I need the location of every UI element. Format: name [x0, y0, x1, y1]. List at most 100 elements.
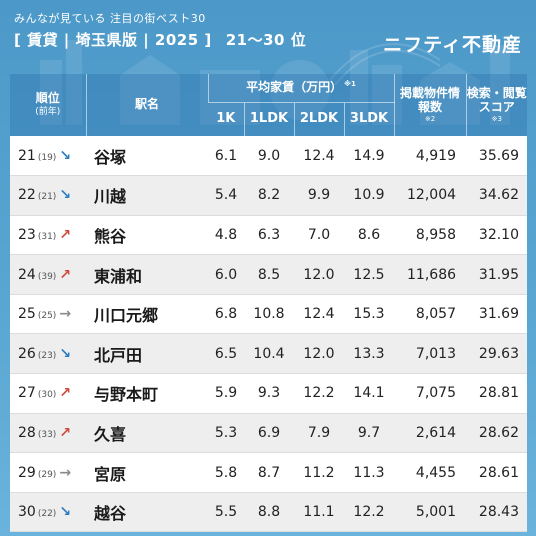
- subtitle: みんなが見ている 注目の街ベスト30: [14, 12, 206, 25]
- col-station: 駅名: [85, 74, 208, 136]
- table-row: 29 (29) → 宮原 5.8 8.7 11.2 11.3 4,455 28.61: [10, 452, 528, 493]
- rank-cell: 25 (25) →: [10, 294, 86, 335]
- trend-up-icon: ↗: [59, 266, 72, 283]
- listings-count: 7,075: [394, 373, 467, 414]
- rent-1ldk: 10.4: [244, 333, 294, 375]
- col-rent-note: ※1: [344, 80, 356, 89]
- rent-3ldk: 14.9: [344, 136, 395, 177]
- rent-3ldk: 8.6: [344, 215, 395, 256]
- rent-1k: 5.3: [208, 413, 244, 454]
- rank-cell: 22 (21) ↘: [10, 175, 86, 216]
- listings-count: 11,686: [394, 254, 467, 295]
- brand-logo: ニフティ不動産: [383, 34, 522, 56]
- rent-3ldk: 11.3: [344, 452, 395, 493]
- rent-1ldk: 9.3: [244, 373, 294, 414]
- search-score: 31.95: [466, 254, 528, 295]
- table-row: 21 (19) ↘ 谷塚 6.1 9.0 12.4 14.9 4,919 35.69: [10, 136, 528, 177]
- rent-1ldk: 8.7: [244, 452, 294, 493]
- trend-flat-icon: →: [59, 306, 72, 323]
- rank-number: 29: [18, 464, 36, 481]
- station-name: 谷塚: [86, 136, 208, 177]
- listings-count: 4,455: [394, 452, 467, 493]
- rent-1k: 6.8: [208, 294, 244, 335]
- search-score: 32.10: [466, 215, 528, 256]
- rent-3ldk: 13.3: [344, 333, 395, 375]
- rent-1k: 6.5: [208, 333, 244, 375]
- rent-1k: 5.4: [208, 175, 244, 216]
- rent-2ldk: 9.9: [294, 175, 344, 216]
- rank-number: 28: [18, 424, 36, 441]
- col-score: 検索・閲覧スコア ※3: [465, 74, 528, 136]
- rent-3ldk: 12.5: [344, 254, 395, 295]
- previous-rank: (29): [37, 469, 57, 480]
- listings-count: 12,004: [394, 175, 467, 216]
- table-row: 30 (22) ↘ 越谷 5.5 8.8 11.1 12.2 5,001 28.43: [10, 492, 528, 533]
- trend-down-icon: ↘: [59, 147, 72, 164]
- rank-number: 21: [18, 147, 36, 164]
- table-row: 22 (21) ↘ 川越 5.4 8.2 9.9 10.9 12,004 34.62: [10, 175, 528, 216]
- search-score: 35.69: [466, 136, 528, 177]
- rent-1k: 5.5: [208, 492, 244, 533]
- rent-2ldk: 12.4: [294, 136, 344, 177]
- title-category: [ 賃貸 | 埼玉県版 | 2025 ]: [14, 31, 212, 49]
- trend-up-icon: ↗: [59, 424, 72, 441]
- rank-number: 26: [18, 345, 36, 362]
- ranking-table: 順位 (前年) 駅名 平均家賃（万円） ※1 掲載物件情報数 ※2 検索・閲覧スコ…: [10, 74, 528, 533]
- page-title: [ 賃貸 | 埼玉県版 | 2025 ] 21〜30 位: [14, 29, 306, 50]
- rank-cell: 27 (30) ↗: [10, 373, 86, 414]
- rent-1ldk: 8.2: [244, 175, 294, 216]
- table-row: 26 (23) ↘ 北戸田 6.5 10.4 12.0 13.3 7,013 29.63: [10, 333, 528, 375]
- col-listings-note: ※2: [424, 114, 436, 123]
- rent-3ldk: 14.1: [344, 373, 395, 414]
- col-score-note: ※3: [491, 114, 502, 123]
- ranking-rows: 21 (19) ↘ 谷塚 6.1 9.0 12.4 14.9 4,919 35.69 22 (21) ↘…: [10, 136, 528, 533]
- rent-1ldk: 9.0: [244, 136, 294, 177]
- rank-number: 25: [18, 306, 36, 323]
- previous-rank: (30): [37, 390, 57, 401]
- rent-2ldk: 12.4: [294, 294, 344, 335]
- search-score: 28.62: [466, 413, 528, 454]
- rent-2ldk: 11.1: [294, 492, 344, 533]
- previous-rank: (25): [37, 311, 57, 322]
- listings-count: 5,001: [394, 492, 467, 533]
- col-1k: 1K: [208, 101, 244, 136]
- listings-count: 8,958: [394, 215, 467, 256]
- station-name: 宮原: [86, 452, 208, 493]
- rank-cell: 23 (31) ↗: [10, 215, 86, 256]
- trend-up-icon: ↗: [59, 226, 72, 243]
- rank-number: 24: [18, 266, 36, 283]
- listings-count: 4,919: [394, 136, 467, 177]
- search-score: 29.63: [466, 333, 528, 375]
- rent-2ldk: 12.0: [294, 333, 344, 375]
- col-rank: 順位 (前年): [10, 74, 86, 136]
- rent-1k: 6.1: [208, 136, 244, 177]
- rent-1ldk: 6.3: [244, 215, 294, 256]
- col-rank-label: 順位: [35, 91, 60, 106]
- previous-rank: (22): [37, 509, 57, 520]
- rent-3ldk: 9.7: [344, 413, 395, 454]
- trend-down-icon: ↘: [59, 504, 72, 521]
- rent-1ldk: 8.5: [244, 254, 294, 295]
- listings-count: 2,614: [394, 413, 467, 454]
- rent-2ldk: 7.9: [294, 413, 344, 454]
- rank-cell: 28 (33) ↗: [10, 413, 86, 454]
- station-name: 越谷: [86, 492, 208, 533]
- station-name: 久喜: [86, 413, 208, 454]
- search-score: 28.81: [466, 373, 528, 414]
- col-rent-label: 平均家賃（万円）: [246, 80, 343, 95]
- search-score: 28.43: [466, 492, 528, 533]
- trend-up-icon: ↗: [59, 385, 72, 402]
- station-name: 熊谷: [86, 215, 208, 256]
- previous-rank: (19): [37, 152, 57, 163]
- rank-number: 30: [18, 504, 36, 521]
- rent-2ldk: 12.2: [294, 373, 344, 414]
- trend-down-icon: ↘: [59, 187, 72, 204]
- station-name: 川越: [86, 175, 208, 216]
- station-name: 与野本町: [86, 373, 208, 414]
- previous-rank: (31): [37, 231, 57, 242]
- col-listings: 掲載物件情報数 ※2: [393, 74, 467, 136]
- col-2ldk: 2LDK: [293, 101, 344, 136]
- rent-1ldk: 8.8: [244, 492, 294, 533]
- rent-2ldk: 11.2: [294, 452, 344, 493]
